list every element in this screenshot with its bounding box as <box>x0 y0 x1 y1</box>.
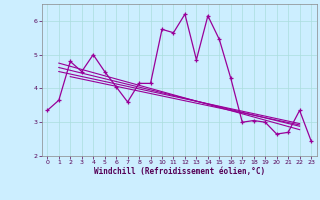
X-axis label: Windchill (Refroidissement éolien,°C): Windchill (Refroidissement éolien,°C) <box>94 167 265 176</box>
